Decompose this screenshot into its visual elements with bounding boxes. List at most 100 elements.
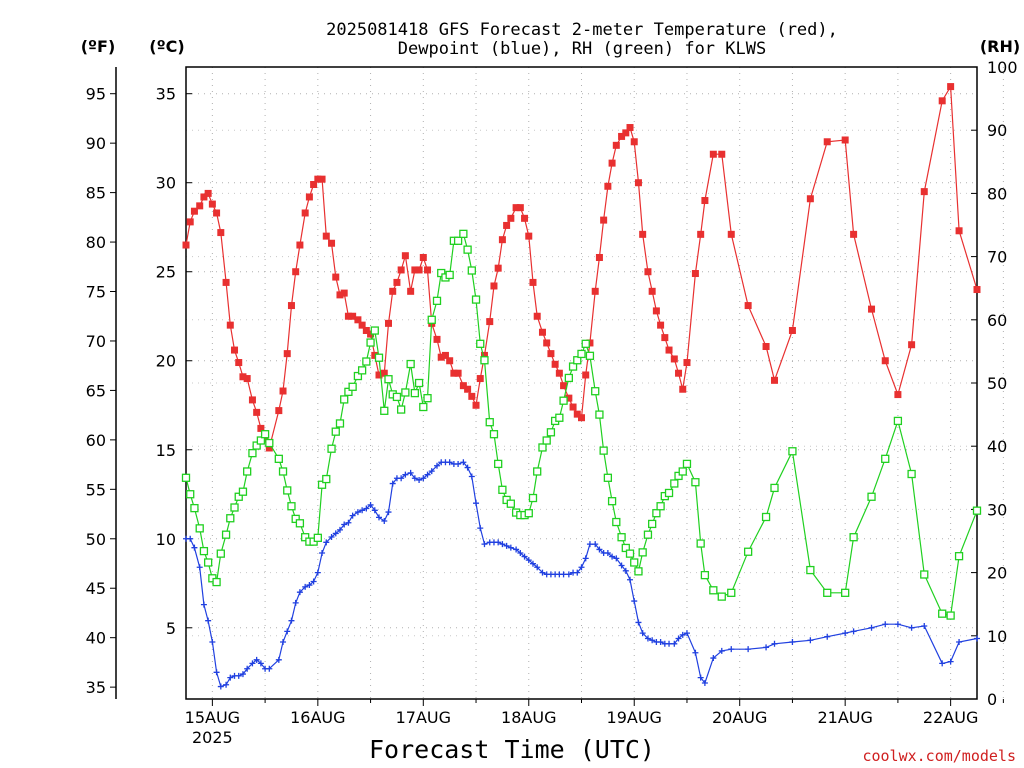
fahrenheit-tick-label: 90: [86, 134, 106, 153]
data-point: [199, 546, 209, 556]
series-temperature: [182, 83, 981, 452]
data-point: [480, 351, 488, 359]
data-point: [284, 628, 291, 635]
series-line: [185, 232, 978, 617]
data-point: [480, 356, 489, 365]
data-point: [278, 467, 288, 476]
data-point: [239, 373, 247, 381]
data-point: [473, 500, 480, 507]
data-point: [420, 475, 427, 482]
data-point: [397, 405, 406, 414]
data-point: [433, 335, 441, 343]
data-point: [213, 209, 221, 217]
data-point: [581, 339, 590, 348]
data-point: [696, 539, 705, 548]
data-point: [555, 413, 564, 422]
data-point: [538, 443, 547, 452]
data-point: [265, 444, 273, 452]
data-point: [397, 266, 405, 274]
data-point: [213, 669, 220, 676]
data-point: [555, 369, 563, 377]
x-axis-label: Forecast Time (UTC): [369, 735, 655, 764]
data-point: [573, 410, 581, 418]
data-point: [850, 230, 858, 238]
data-point: [310, 180, 318, 188]
data-point: [464, 385, 472, 393]
fahrenheit-tick-label: 50: [86, 530, 106, 549]
data-point: [599, 446, 608, 455]
data-point: [947, 83, 955, 91]
data-point: [367, 330, 375, 338]
data-point: [353, 371, 363, 381]
data-point: [345, 519, 352, 526]
chart-title-line-1: 2025081418 GFS Forecast 2-meter Temperat…: [326, 20, 838, 40]
data-point: [683, 630, 690, 637]
data-point: [226, 321, 234, 329]
data-point: [200, 601, 207, 608]
data-point: [824, 633, 831, 640]
data-point: [920, 188, 928, 196]
axes: [110, 66, 1004, 706]
data-point: [374, 353, 384, 362]
data-point: [644, 268, 652, 276]
data-point: [682, 459, 692, 469]
data-point: [559, 396, 568, 405]
data-point: [287, 502, 296, 511]
data-point: [486, 318, 494, 326]
x-tick-sublabel: 2025: [192, 728, 233, 747]
data-point: [336, 291, 344, 299]
data-point: [283, 350, 291, 358]
data-point: [691, 478, 700, 487]
data-point: [301, 209, 309, 217]
data-point: [203, 558, 213, 567]
data-point: [261, 435, 269, 443]
data-point: [190, 207, 198, 215]
celsius-tick-label: 10: [156, 530, 176, 549]
data-point: [656, 502, 665, 511]
data-point: [849, 533, 858, 542]
data-point: [920, 570, 929, 579]
data-point: [771, 376, 779, 384]
data-point: [253, 408, 261, 416]
data-point: [534, 564, 541, 571]
data-point: [295, 519, 305, 528]
data-point: [437, 353, 445, 361]
data-point: [335, 419, 345, 428]
data-point: [314, 569, 321, 576]
rh-tick-label: 100: [987, 58, 1018, 77]
fahrenheit-tick-label: 45: [86, 579, 106, 598]
data-point: [222, 278, 230, 286]
data-point: [661, 334, 669, 342]
data-point: [186, 490, 195, 499]
data-point: [771, 640, 778, 647]
data-point: [464, 464, 471, 471]
data-point: [319, 550, 326, 557]
fahrenheit-tick-label: 80: [86, 233, 106, 252]
data-point: [604, 182, 612, 190]
data-point: [406, 359, 415, 369]
data-point: [296, 241, 304, 249]
fahrenheit-tick-label: 40: [86, 629, 106, 648]
data-point: [265, 438, 274, 448]
data-point: [938, 97, 946, 105]
data-point: [718, 150, 726, 158]
data-point: [434, 462, 441, 469]
data-point: [894, 621, 901, 628]
data-point: [234, 492, 243, 501]
rh-tick-label: 60: [987, 311, 1007, 330]
data-point: [565, 571, 572, 578]
data-point: [664, 488, 674, 498]
data-point: [582, 555, 589, 562]
data-point: [657, 321, 665, 329]
rh-tick-label: 40: [987, 437, 1007, 456]
data-point: [586, 541, 593, 548]
data-point: [517, 550, 524, 557]
data-point: [547, 350, 555, 358]
data-point: [323, 539, 330, 546]
data-point: [701, 679, 708, 686]
data-point: [609, 553, 616, 560]
data-point: [675, 369, 683, 377]
data-point: [344, 387, 353, 396]
data-point: [841, 136, 849, 144]
data-point: [955, 227, 963, 235]
